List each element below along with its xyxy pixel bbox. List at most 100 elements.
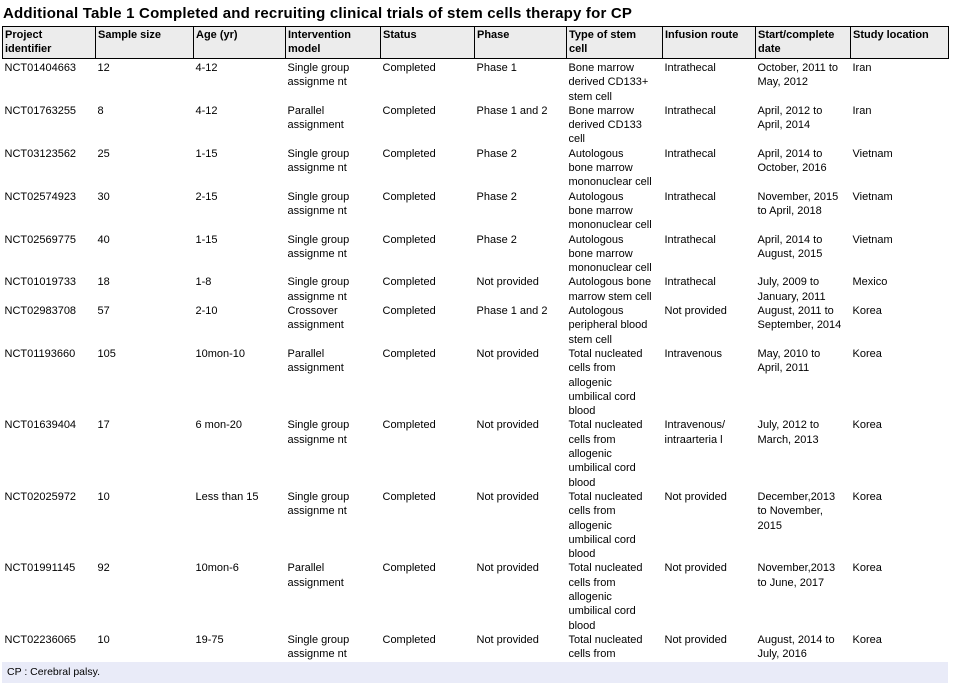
cell-phase: Phase 1 [476, 62, 517, 74]
cell-project-identifier: NCT03123562 [4, 147, 77, 160]
table-row: NCT01193660 105 10mon-10 Parallel assignmen… [3, 347, 949, 418]
cell-infusion-route: Intravenous/ intraarteria l [664, 419, 726, 446]
cell-project-identifier: NCT02236065 [4, 633, 77, 646]
cell-status: Completed [382, 419, 436, 432]
cell-stem-cell-type: Bone marrow derived CD133+ stem cell [568, 62, 649, 103]
cell-status: Completed [382, 276, 436, 289]
cell-infusion-route: Intrathecal [664, 276, 716, 289]
cell-project-identifier: NCT02574923 [4, 190, 77, 203]
cell-age: 1-8 [195, 276, 212, 289]
table-row: NCT01763255 8 4-12 Parallel assignment Compl… [3, 104, 949, 147]
cell-intervention-model: Single group assignme nt [287, 276, 350, 303]
cell-age: 6 mon-20 [195, 419, 242, 432]
cell-status: Completed [382, 104, 436, 117]
cell-study-location: Korea [852, 419, 882, 432]
table-row: NCT01404663 12 4-12 Single group assignme n… [3, 59, 949, 104]
cell-phase: Not provided [476, 347, 539, 360]
cell-phase: Not provided [476, 276, 539, 289]
cell-sample-size: 17 [97, 419, 110, 432]
cell-intervention-model: Crossover assignment [287, 305, 344, 332]
cell-status: Completed [382, 190, 436, 203]
cell-infusion-route: Not provided [664, 490, 727, 503]
cell-intervention-model: Single group assignme nt [287, 147, 350, 175]
cell-infusion-route: Not provided [664, 633, 727, 646]
table-row: NCT02569775 40 1-15 Single group assignme n… [3, 233, 949, 276]
cell-phase: Phase 1 and 2 [476, 305, 548, 318]
cell-project-identifier: NCT02025972 [4, 490, 77, 503]
cell-status: Completed [382, 233, 436, 246]
cell-date: April, 2012 to April, 2014 [757, 104, 823, 132]
cell-project-identifier: NCT02569775 [4, 233, 77, 246]
cell-date: November,2013 to June, 2017 [757, 562, 836, 589]
cell-sample-size: 92 [97, 562, 110, 575]
column-header-phase: Phase [474, 26, 567, 59]
table-row: NCT02025972 10 Less than 15 Single group as… [3, 490, 949, 561]
cell-intervention-model: Parallel assignment [287, 347, 344, 375]
cell-study-location: Mexico [852, 276, 888, 289]
column-header-status: Status [380, 26, 475, 59]
column-header-study-location: Study location [850, 26, 949, 59]
cell-infusion-route: Not provided [664, 305, 727, 318]
column-header-age: Age (yr) [193, 26, 286, 59]
cell-status: Completed [382, 62, 436, 74]
cell-intervention-model: Single group assignme nt [287, 190, 350, 217]
cell-stem-cell-type: Autologous bone marrow mononuclear cell [568, 147, 652, 189]
cell-stem-cell-type: Autologous bone marrow mononuclear cell [568, 233, 652, 275]
cell-date: July, 2009 to January, 2011 [757, 276, 826, 303]
column-header-infusion-route: Infusion route [662, 26, 756, 59]
cell-intervention-model: Single group assignme nt [287, 490, 350, 518]
cell-phase: Phase 1 and 2 [476, 104, 548, 117]
cell-date: November, 2015 to April, 2018 [757, 190, 839, 217]
clinical-trials-table: Project identifier Sample size Age (yr) … [2, 26, 949, 661]
cell-sample-size: 10 [97, 633, 110, 646]
cell-age: 2-15 [195, 190, 218, 203]
column-header-sample-size: Sample size [95, 26, 194, 59]
cell-date: May, 2010 to April, 2011 [757, 347, 821, 375]
footnote: CP : Cerebral palsy. [2, 662, 948, 684]
cell-stem-cell-type: Autologous peripheral blood stem cell [568, 305, 648, 346]
cell-sample-size: 40 [97, 233, 110, 246]
cell-date: April, 2014 to August, 2015 [757, 233, 823, 260]
cell-sample-size: 12 [97, 62, 110, 74]
cell-status: Completed [382, 490, 436, 503]
cell-sample-size: 105 [97, 347, 116, 360]
cell-age: Less than 15 [195, 490, 259, 503]
table-row: NCT01991145 92 10mon-6 Parallel assignment C… [3, 561, 949, 632]
cell-date: April, 2014 to October, 2016 [757, 147, 827, 175]
cell-study-location: Korea [852, 490, 882, 503]
cell-phase: Not provided [476, 633, 539, 646]
cell-sample-size: 25 [97, 147, 110, 160]
cell-stem-cell-type: Bone marrow derived CD133 cell [568, 104, 642, 146]
column-header-project-identifier: Project identifier [2, 26, 96, 59]
page-title: Additional Table 1 Completed and recruit… [3, 5, 633, 22]
table-row: NCT01639404 17 6 mon-20 Single group assign… [3, 418, 949, 489]
trials-table-body: NCT01404663 12 4-12 Single group assignme n… [3, 59, 949, 662]
cell-stem-cell-type: Autologous bone marrow mononuclear cell [568, 190, 652, 232]
table-row: NCT02236065 10 19-75 Single group assignme … [3, 633, 949, 662]
cell-project-identifier: NCT01763255 [4, 104, 77, 117]
cell-phase: Phase 2 [476, 147, 517, 160]
cell-study-location: Korea [852, 347, 882, 360]
cell-project-identifier: NCT01639404 [4, 419, 77, 432]
cell-status: Completed [382, 633, 436, 646]
table-row: NCT03123562 25 1-15 Single group assignme n… [3, 147, 949, 190]
cell-intervention-model: Parallel assignment [287, 104, 344, 132]
cell-infusion-route: Intrathecal [664, 233, 716, 246]
cell-intervention-model: Single group assignme nt [287, 233, 350, 260]
cell-study-location: Iran [852, 104, 872, 117]
cell-age: 1-15 [195, 147, 218, 160]
cell-infusion-route: Intrathecal [664, 104, 716, 117]
cell-infusion-route: Intravenous [664, 347, 722, 360]
cell-intervention-model: Single group assignme nt [287, 419, 350, 446]
cell-project-identifier: NCT01019733 [4, 276, 77, 289]
cell-sample-size: 18 [97, 276, 110, 289]
table-header: Project identifier Sample size Age (yr) … [2, 26, 949, 59]
cell-project-identifier: NCT01404663 [4, 62, 77, 74]
table-header-row: Project identifier Sample size Age (yr) … [2, 26, 949, 59]
cell-study-location: Iran [852, 62, 872, 74]
cell-study-location: Vietnam [852, 147, 893, 160]
cell-stem-cell-type: Total nucleated cells from allogenic umb… [568, 562, 643, 632]
table-row: NCT02574923 30 2-15 Single group assignme n… [3, 190, 949, 233]
cell-phase: Not provided [476, 419, 539, 432]
